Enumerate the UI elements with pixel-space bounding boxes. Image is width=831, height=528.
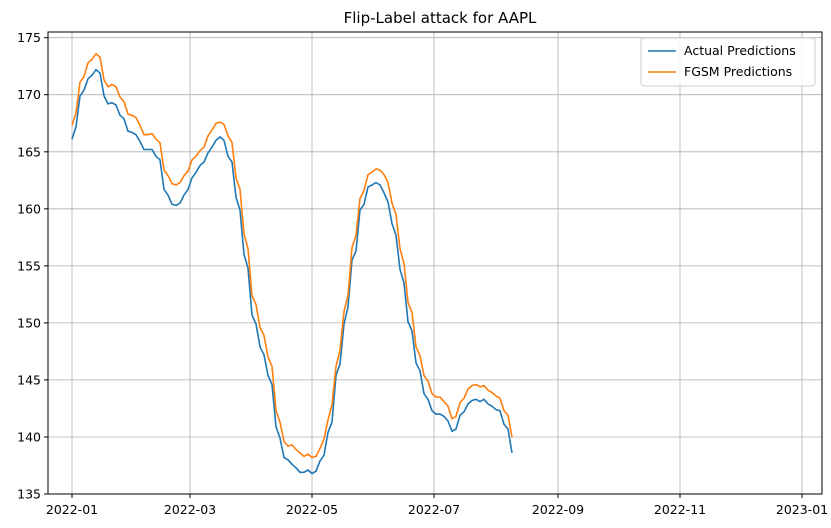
y-tick-label: 175 [17,30,41,45]
series-line-actual [71,68,513,475]
series-line-fgsm [71,52,513,459]
series-lines [71,52,513,475]
y-tick-label: 140 [17,430,41,445]
y-tick-label: 155 [17,258,41,273]
x-tick-label: 2022-07 [408,502,460,517]
x-tick-label: 2022-05 [286,502,338,517]
y-tick-label: 145 [17,372,41,387]
x-tick-label: 2022-03 [164,502,216,517]
x-tick-label: 2022-01 [46,502,98,517]
y-tick-label: 160 [17,201,41,216]
legend-label-actual: Actual Predictions [684,43,796,58]
y-tick-label: 150 [17,315,41,330]
y-tick-label: 135 [17,487,41,502]
y-tick-label: 165 [17,144,41,159]
y-tick-label: 170 [17,87,41,102]
chart-title: Flip-Label attack for AAPL [344,9,537,27]
x-axis-ticks: 2022-01 2022-03 2022-05 2022-07 2022-09 2022-… [46,494,828,517]
legend-label-fgsm: FGSM Predictions [684,64,792,79]
x-tick-label: 2022-11 [654,502,706,517]
legend-box [640,37,816,87]
y-axis-ticks: 135 140 145 150 155 160 165 170 175 [17,30,48,502]
legend: Actual Predictions FGSM Predictions [640,37,816,87]
x-tick-label: 2022-09 [532,502,584,517]
x-tick-label: 2023-01 [776,502,828,517]
plot-frame [47,31,823,495]
